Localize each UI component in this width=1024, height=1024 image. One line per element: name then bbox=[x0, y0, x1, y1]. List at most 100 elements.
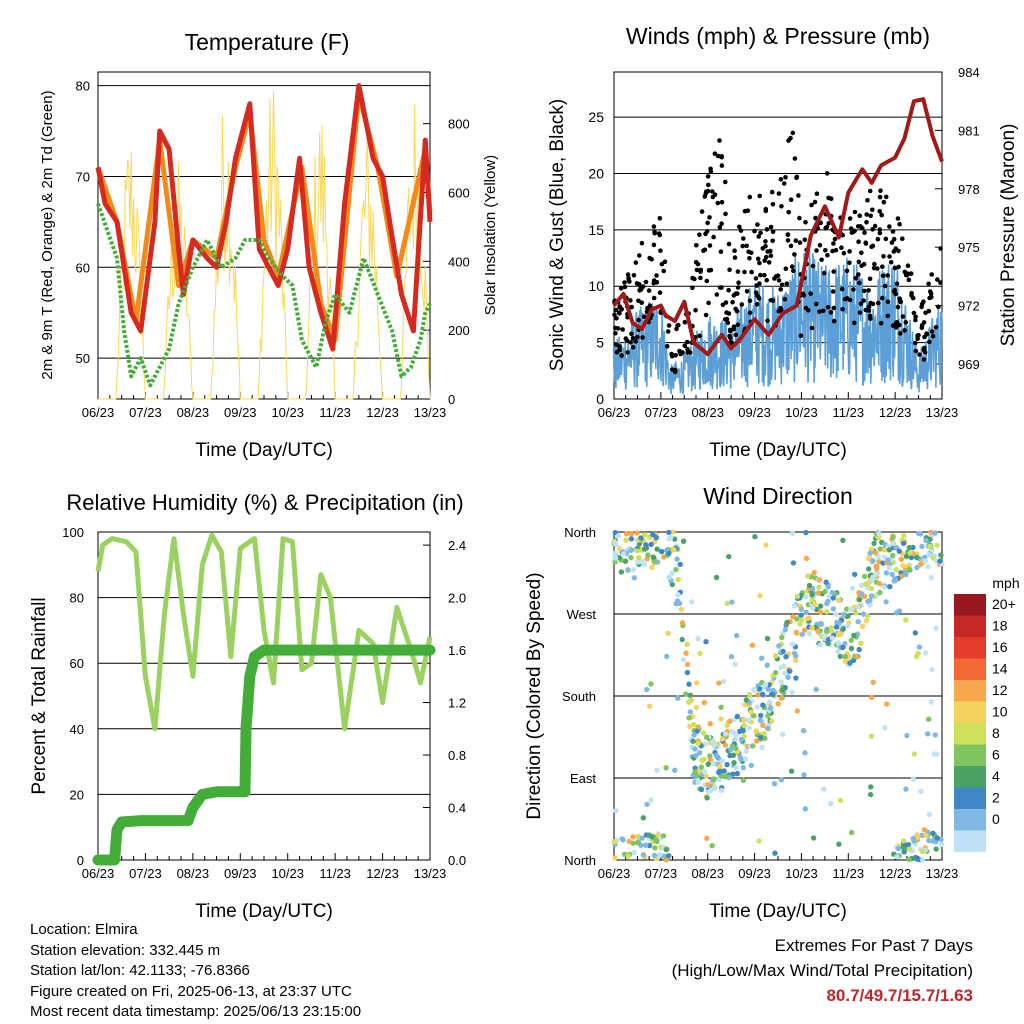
direction-point bbox=[754, 738, 760, 744]
direction-point bbox=[923, 832, 929, 839]
direction-point bbox=[708, 787, 714, 794]
gust-point bbox=[757, 260, 762, 266]
direction-point bbox=[612, 541, 619, 547]
gust-point bbox=[803, 305, 809, 311]
gust-point bbox=[840, 307, 845, 312]
legend-swatch bbox=[954, 787, 986, 809]
direction-point bbox=[906, 856, 912, 862]
gust-point bbox=[622, 284, 628, 290]
direction-point bbox=[801, 772, 807, 778]
y2-tick-label: 978 bbox=[958, 182, 980, 197]
direction-point bbox=[654, 767, 660, 773]
gust-point bbox=[785, 232, 791, 238]
gust-point bbox=[635, 334, 640, 340]
gust-point bbox=[745, 208, 751, 213]
gust-point bbox=[640, 335, 645, 340]
gust-point bbox=[639, 300, 644, 306]
direction-point bbox=[803, 609, 809, 615]
gust-point bbox=[654, 273, 659, 278]
gust-point bbox=[723, 300, 729, 305]
direction-point bbox=[701, 769, 708, 775]
gust-point bbox=[877, 209, 882, 214]
direction-point bbox=[634, 548, 640, 554]
direction-point bbox=[711, 776, 717, 782]
direction-point bbox=[757, 686, 763, 692]
gust-point bbox=[926, 281, 931, 287]
gust-point bbox=[654, 280, 660, 285]
direction-point bbox=[631, 849, 637, 856]
legend-label: 6 bbox=[992, 747, 1000, 763]
latlon-text: Station lat/lon: 42.1133; -76.8366 bbox=[30, 962, 250, 979]
gust-point bbox=[690, 285, 695, 291]
gust-point bbox=[867, 276, 873, 282]
direction-point bbox=[720, 678, 727, 685]
direction-point bbox=[915, 856, 921, 862]
direction-point bbox=[894, 854, 900, 860]
direction-point bbox=[675, 695, 681, 701]
direction-point bbox=[732, 735, 739, 742]
direction-point bbox=[695, 779, 701, 785]
y-axis-label: 2m & 9m T (Red, Orange) & 2m Td (Green) bbox=[39, 90, 56, 379]
direction-point bbox=[851, 632, 857, 639]
direction-point bbox=[665, 630, 671, 636]
gust-point bbox=[699, 209, 705, 214]
station-pressure-line bbox=[612, 97, 944, 357]
legend-label: 16 bbox=[992, 639, 1008, 655]
gust-point bbox=[754, 302, 760, 307]
gust-point bbox=[704, 229, 710, 234]
direction-point bbox=[859, 623, 866, 629]
direction-point bbox=[890, 540, 896, 547]
direction-point bbox=[780, 648, 786, 655]
gust-point bbox=[913, 348, 919, 354]
direction-point bbox=[868, 784, 874, 790]
direction-point bbox=[894, 610, 900, 616]
direction-point bbox=[695, 724, 701, 730]
direction-point bbox=[710, 738, 716, 744]
gust-point bbox=[894, 281, 900, 287]
direction-point bbox=[628, 554, 634, 561]
y-tick-label: 20 bbox=[588, 165, 604, 181]
direction-point bbox=[648, 797, 654, 803]
y-axis-label: Direction (Colored By Speed) bbox=[524, 572, 545, 819]
gust-point bbox=[895, 216, 901, 221]
gust-point bbox=[897, 221, 902, 227]
gust-point bbox=[657, 290, 663, 295]
gust-point bbox=[877, 230, 883, 236]
direction-point bbox=[759, 744, 765, 751]
direction-point bbox=[634, 530, 640, 536]
gust-point bbox=[824, 171, 830, 176]
gust-point bbox=[856, 239, 861, 244]
gust-point bbox=[878, 320, 884, 326]
x-axis-label: Time (Day/UTC) bbox=[195, 901, 333, 922]
gust-point bbox=[723, 179, 728, 185]
gust-point bbox=[747, 298, 753, 304]
direction-point bbox=[696, 750, 703, 756]
direction-point bbox=[911, 751, 918, 757]
direction-point bbox=[654, 546, 660, 552]
gust-point bbox=[887, 254, 892, 259]
direction-point bbox=[890, 552, 896, 559]
x-tick-label: 12/23 bbox=[366, 405, 399, 420]
direction-point bbox=[877, 589, 883, 596]
direction-point bbox=[802, 750, 808, 756]
legend-swatch bbox=[954, 830, 986, 852]
direction-point bbox=[873, 563, 879, 569]
direction-point bbox=[901, 533, 907, 539]
gust-point bbox=[692, 276, 697, 282]
direction-point bbox=[858, 591, 865, 597]
direction-point bbox=[756, 838, 762, 844]
gust-point bbox=[792, 156, 798, 161]
direction-point bbox=[669, 581, 675, 588]
direction-point bbox=[723, 774, 729, 780]
direction-point bbox=[745, 717, 751, 723]
direction-point bbox=[835, 648, 841, 655]
gust-point bbox=[866, 308, 872, 313]
direction-point bbox=[938, 552, 944, 558]
direction-point bbox=[623, 531, 630, 537]
gust-point bbox=[629, 331, 634, 337]
direction-point bbox=[931, 751, 938, 757]
direction-point bbox=[779, 634, 785, 641]
direction-point bbox=[673, 601, 679, 607]
gust-point bbox=[778, 177, 784, 182]
direction-point bbox=[837, 653, 843, 660]
